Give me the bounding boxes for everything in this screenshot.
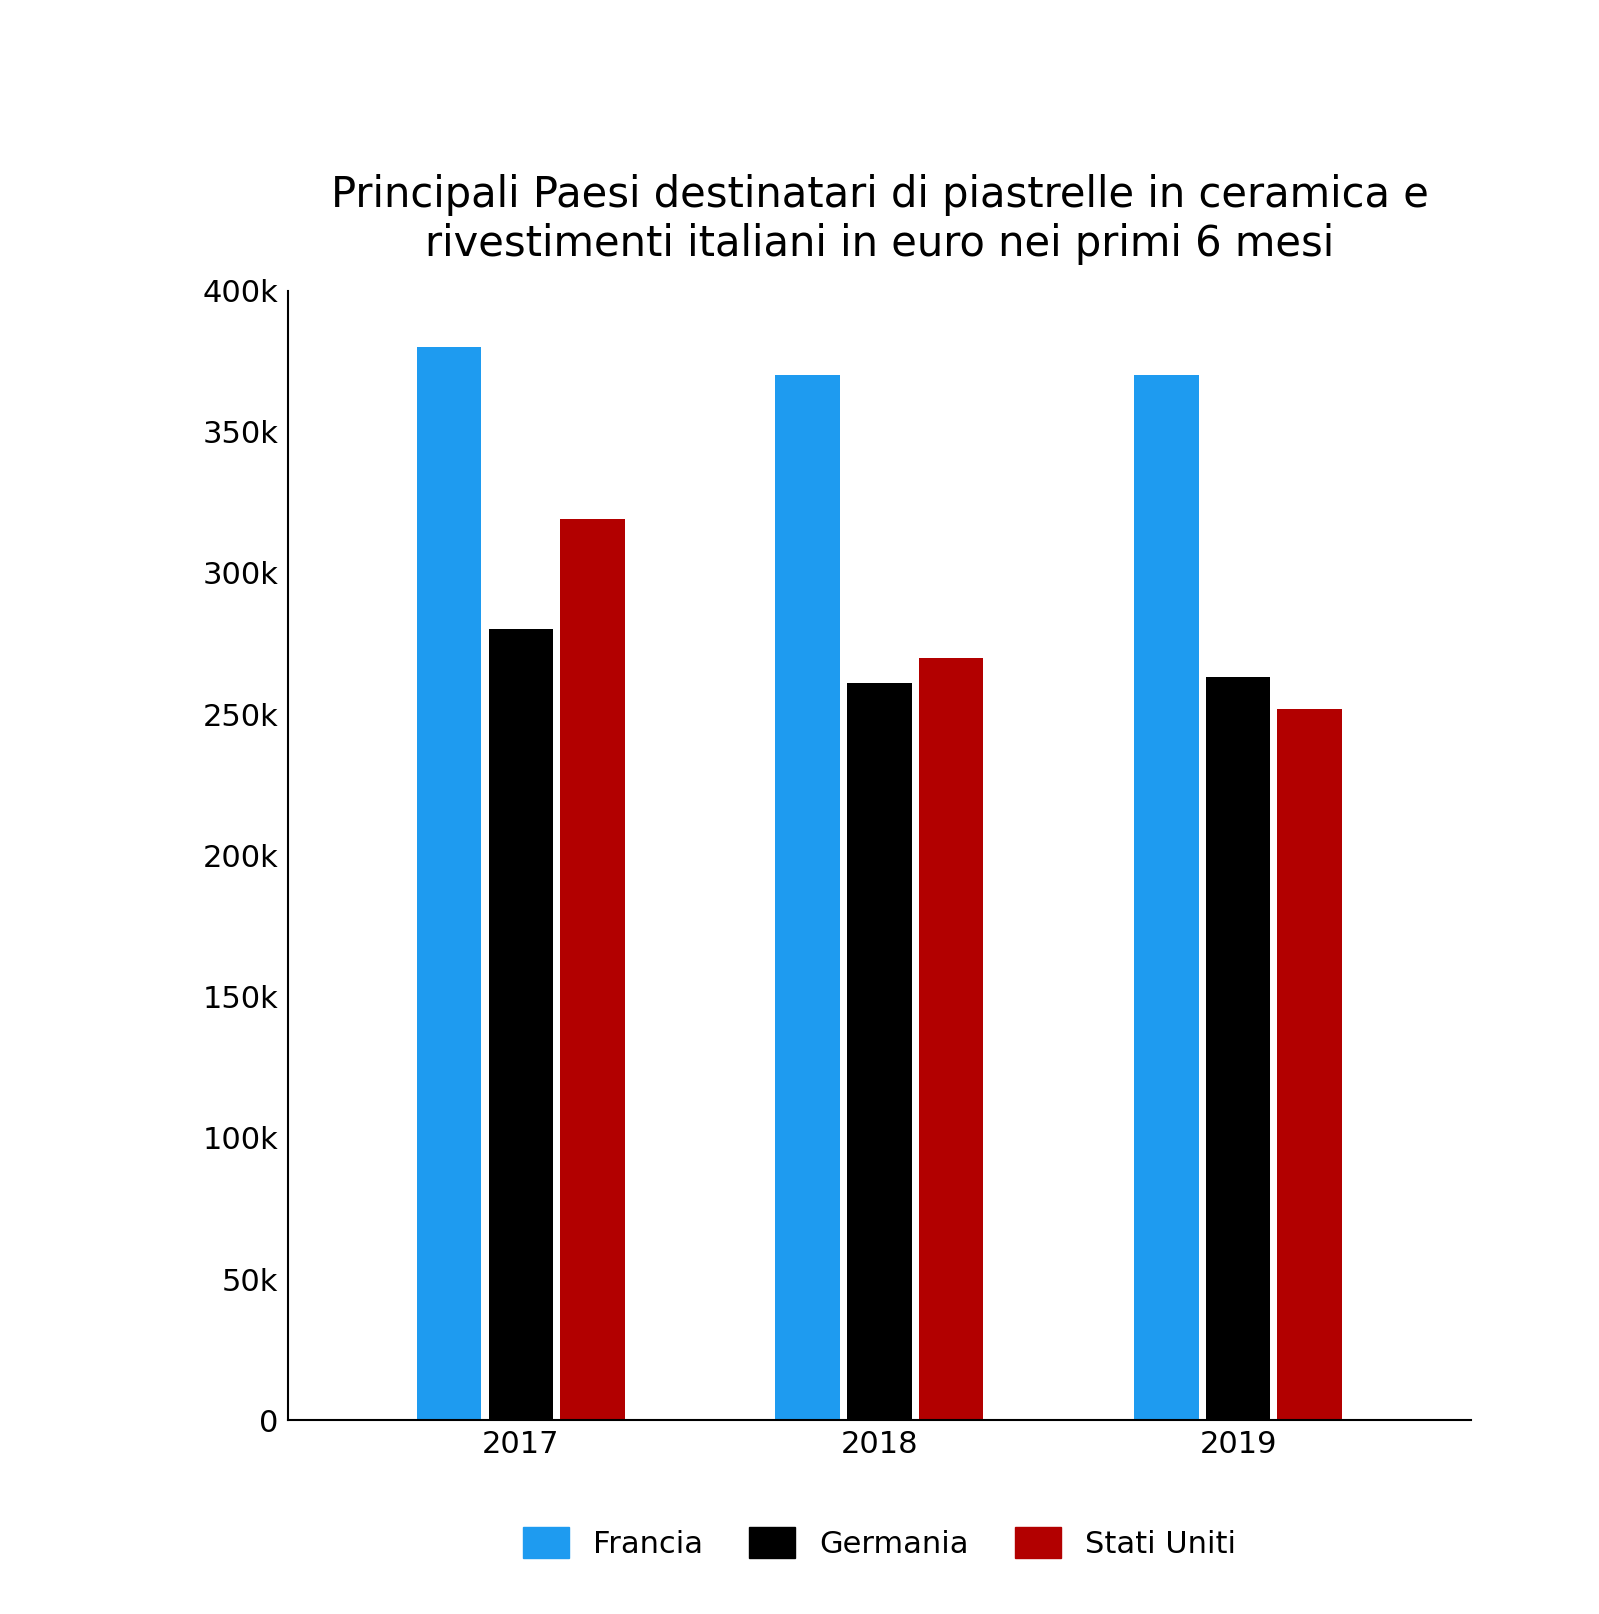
Bar: [489, 629, 553, 1420]
Bar: [847, 683, 911, 1420]
Bar: [417, 347, 481, 1420]
Bar: [1206, 678, 1270, 1420]
Bar: [1278, 709, 1342, 1420]
Bar: [1134, 374, 1199, 1420]
Bar: [560, 520, 625, 1420]
Title: Principali Paesi destinatari di piastrelle in ceramica e
rivestimenti italiani i: Principali Paesi destinatari di piastrel…: [331, 174, 1428, 265]
Bar: [776, 374, 839, 1420]
Legend: Francia, Germania, Stati Uniti: Francia, Germania, Stati Uniti: [510, 1514, 1249, 1570]
Bar: [919, 659, 983, 1420]
